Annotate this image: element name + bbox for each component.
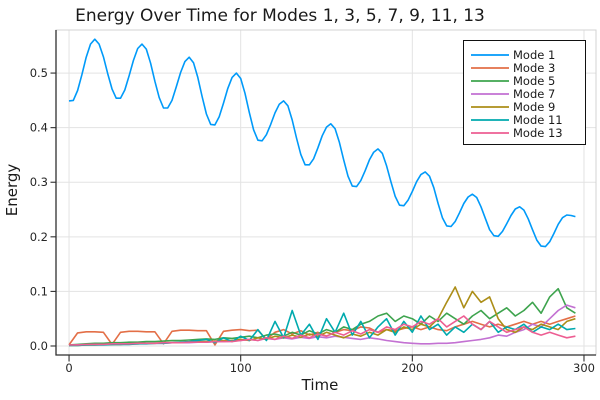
- series-line-mode-13: [69, 315, 576, 346]
- series-line-mode-1: [68, 38, 576, 248]
- y-axis-label: Energy: [3, 164, 21, 217]
- y-tick-label: 0.3: [30, 175, 48, 189]
- chart-title: Energy Over Time for Modes 1, 3, 5, 7, 9…: [75, 6, 485, 26]
- legend-label: Mode 11: [513, 113, 563, 127]
- data-series: [68, 38, 576, 347]
- x-tick-label: 200: [401, 361, 423, 375]
- legend-label: Mode 9: [513, 100, 555, 114]
- y-tick-label: 0.1: [30, 284, 48, 298]
- y-tick-label: 0.4: [30, 121, 48, 135]
- tick-labels: 0 100 200 300 0.0 0.1 0.2 0.3 0.4 0.5: [30, 66, 595, 375]
- x-axis-label: Time: [301, 376, 339, 394]
- x-tick-label: 0: [65, 361, 72, 375]
- legend-label: Mode 13: [513, 126, 563, 140]
- plot-frame: [55, 29, 597, 356]
- x-tick-label: 100: [230, 361, 252, 375]
- legend-box: [463, 40, 586, 145]
- y-tick-label: 0.2: [30, 230, 48, 244]
- series-line-mode-5: [68, 287, 576, 346]
- axis-spines: [55, 30, 596, 356]
- legend-label: Mode 7: [513, 87, 555, 101]
- y-tick-label: 0.0: [30, 339, 48, 353]
- axis-ticks: [50, 72, 585, 362]
- legend-label: Mode 1: [513, 48, 555, 62]
- legend-label: Mode 5: [513, 74, 555, 88]
- y-tick-label: 0.5: [30, 66, 48, 80]
- x-tick-label: 300: [573, 361, 595, 375]
- legend-label: Mode 3: [513, 61, 555, 75]
